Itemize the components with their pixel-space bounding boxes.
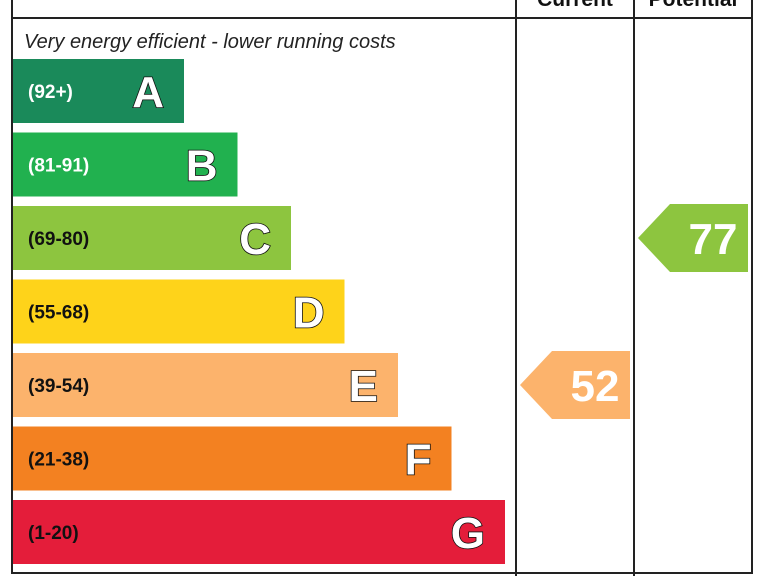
rating-bar-f bbox=[13, 426, 452, 491]
rating-bar-e bbox=[13, 353, 398, 417]
rating-range-a: (92+) bbox=[28, 82, 73, 103]
rating-bar-d bbox=[13, 279, 345, 344]
rating-range-f: (21-38) bbox=[28, 450, 89, 471]
current-arrow-shape bbox=[520, 351, 630, 419]
rating-bars: (92+) A (81-91) B (69-80) C (55-68) D (39-54) E (2… bbox=[13, 59, 505, 564]
rating-range-b: (81-91) bbox=[28, 156, 89, 177]
current-rating-value: 52 bbox=[571, 362, 620, 411]
rating-bar-b bbox=[13, 132, 238, 197]
rating-range-d: (55-68) bbox=[28, 303, 89, 324]
rating-letter-f: F bbox=[405, 436, 432, 485]
potential-rating-value: 77 bbox=[689, 215, 738, 264]
potential-arrow-shape bbox=[638, 204, 748, 272]
rating-bar-g bbox=[13, 500, 505, 564]
current-rating-arrow: 52 bbox=[520, 351, 630, 419]
rating-bar-a bbox=[13, 59, 184, 123]
rating-range-e: (39-54) bbox=[28, 376, 89, 397]
rating-range-g: (1-20) bbox=[28, 523, 79, 544]
chart-border bbox=[11, 0, 753, 574]
rating-letter-g: G bbox=[451, 509, 485, 558]
rating-letter-c: C bbox=[239, 215, 271, 264]
rating-letter-d: D bbox=[293, 289, 325, 338]
rating-letter-e: E bbox=[349, 362, 378, 411]
rating-letter-b: B bbox=[186, 142, 218, 191]
potential-column-header: Potential bbox=[649, 0, 738, 11]
rating-range-c: (69-80) bbox=[28, 229, 89, 250]
efficiency-caption-top: Very energy efficient - lower running co… bbox=[24, 31, 396, 53]
rating-bar-c bbox=[13, 206, 291, 270]
rating-letter-a: A bbox=[132, 68, 164, 117]
potential-rating-arrow: 77 bbox=[638, 204, 748, 272]
current-column-header: Current bbox=[537, 0, 613, 11]
